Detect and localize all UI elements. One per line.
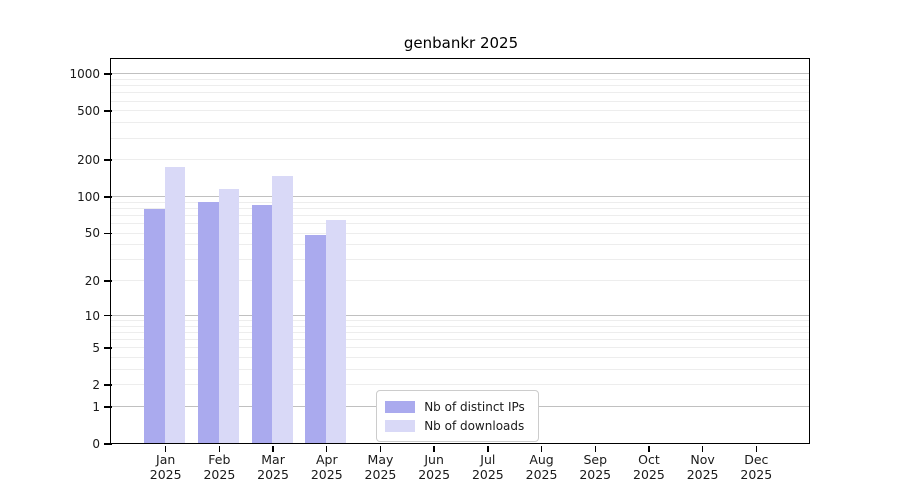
y-tick-label: 1000 (69, 67, 100, 82)
minor-gridline (111, 331, 810, 333)
y-tick-mark (104, 443, 112, 445)
minor-gridline (111, 244, 810, 246)
minor-gridline (111, 85, 810, 87)
minor-gridline (111, 122, 810, 124)
minor-gridline (111, 259, 810, 261)
x-tick-label: Aug 2025 (525, 452, 558, 482)
bar-distinct-ips-jan (144, 209, 165, 444)
x-tick-mark (272, 446, 274, 452)
y-tick-mark (104, 384, 112, 386)
minor-gridline (111, 92, 810, 94)
minor-gridline (111, 319, 810, 321)
x-tick-mark (648, 446, 650, 452)
y-tick-label: 500 (77, 104, 100, 119)
y-tick-label: 1 (92, 399, 100, 414)
x-tick-mark (164, 446, 167, 452)
y-tick-mark (104, 159, 112, 161)
x-tick-mark (701, 446, 704, 452)
x-tick-label: Oct 2025 (633, 452, 665, 482)
minor-gridline (111, 384, 810, 386)
x-tick-mark (379, 446, 382, 452)
bar-distinct-ips-feb (198, 201, 219, 444)
minor-gridline (111, 232, 810, 234)
x-tick-label: May 2025 (364, 452, 397, 482)
y-tick-mark (104, 280, 112, 282)
x-tick-label: Apr 2025 (310, 452, 343, 482)
plot-area: Nb of distinct IPs Nb of downloads (110, 58, 811, 445)
minor-gridline (111, 325, 810, 327)
y-tick-mark (104, 232, 112, 235)
x-tick-label: Mar 2025 (257, 452, 289, 482)
bar-distinct-ips-mar (251, 204, 273, 444)
x-tick-mark (487, 446, 489, 452)
bar-downloads-feb (218, 188, 240, 444)
minor-gridline (111, 338, 810, 340)
legend-entry-distinct-ips: Nb of distinct IPs (385, 397, 529, 416)
bar-downloads-mar (272, 175, 293, 444)
minor-gridline (111, 214, 810, 216)
y-tick-label: 2 (92, 378, 100, 393)
minor-gridline (111, 201, 810, 203)
minor-gridline (111, 347, 810, 349)
chart-title: genbankr 2025 (403, 34, 519, 52)
y-tick-label: 100 (77, 189, 100, 204)
y-tick-mark (104, 347, 112, 349)
x-tick-label: Jul 2025 (471, 452, 504, 482)
legend-label-downloads: Nb of downloads (424, 418, 525, 433)
x-tick-mark (755, 446, 757, 452)
minor-gridline (111, 223, 810, 225)
x-tick-label: Jun 2025 (418, 452, 451, 482)
bar-downloads-jan (164, 166, 186, 444)
minor-gridline (111, 280, 810, 282)
x-tick-label: Jan 2025 (149, 452, 182, 482)
x-tick-mark (218, 446, 221, 452)
minor-gridline (111, 100, 810, 102)
major-gridline (111, 196, 810, 198)
legend: Nb of distinct IPs Nb of downloads (376, 390, 540, 443)
y-tick-label: 50 (84, 226, 100, 241)
y-tick-label: 5 (92, 341, 100, 356)
legend-entry-downloads: Nb of downloads (385, 416, 529, 435)
major-gridline (111, 314, 810, 316)
x-tick-label: Dec 2025 (740, 452, 773, 482)
y-tick-label: 200 (77, 153, 100, 167)
minor-gridline (111, 78, 810, 80)
major-gridline (111, 73, 810, 75)
x-tick-mark (594, 446, 596, 452)
y-tick-mark (104, 314, 112, 317)
y-tick-mark (104, 406, 112, 408)
x-tick-mark (433, 446, 435, 452)
y-tick-mark (104, 110, 112, 112)
legend-label-distinct-ips: Nb of distinct IPs (424, 399, 525, 414)
x-tick-label: Feb 2025 (203, 452, 236, 482)
legend-swatch-distinct-ips-icon (385, 400, 416, 413)
x-tick-label: Nov 2025 (686, 452, 719, 482)
bar-distinct-ips-apr (305, 234, 326, 444)
legend-swatch-downloads-icon (385, 419, 416, 432)
x-tick-label: Sep 2025 (579, 452, 612, 482)
x-tick-mark (540, 446, 543, 452)
minor-gridline (111, 159, 810, 161)
minor-gridline (111, 137, 810, 139)
y-tick-mark (104, 73, 112, 75)
gridlines-layer (111, 59, 810, 443)
bars-layer (111, 59, 809, 444)
minor-gridline (111, 110, 810, 112)
x-tick-mark (326, 446, 328, 452)
y-tick-mark (104, 196, 112, 198)
minor-gridline (111, 357, 810, 358)
minor-gridline (111, 207, 810, 209)
y-tick-label: 0 (92, 437, 100, 451)
y-tick-label: 20 (84, 273, 100, 288)
minor-gridline (111, 368, 810, 370)
bar-downloads-apr (325, 220, 347, 444)
y-tick-label: 10 (84, 308, 100, 323)
